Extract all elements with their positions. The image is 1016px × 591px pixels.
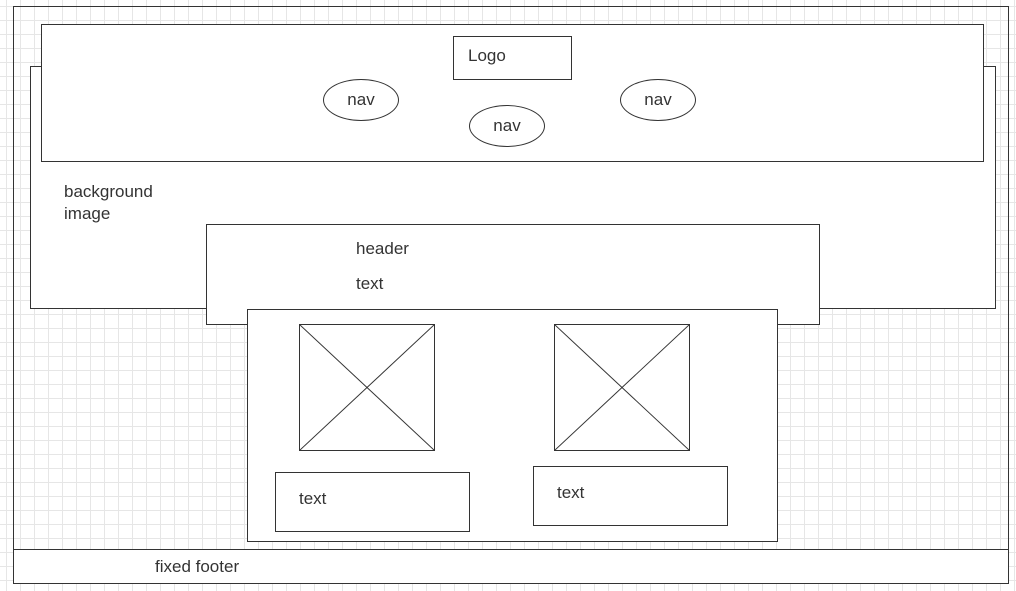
header-text: text [356, 274, 384, 293]
nav-item-label: nav [644, 90, 672, 109]
fixed-footer [13, 549, 1009, 584]
nav-item-label: nav [493, 116, 521, 135]
image-placeholder-1 [299, 324, 435, 451]
header-box [206, 224, 820, 325]
logo-label: Logo [468, 46, 506, 65]
nav-item-left[interactable]: nav [323, 79, 399, 121]
card-text-box-2 [533, 466, 728, 526]
card-text-2: text [557, 483, 585, 502]
card-text-box-1 [275, 472, 470, 532]
image-placeholder-icon [555, 325, 689, 450]
nav-item-label: nav [347, 90, 375, 109]
background-image-label: background image [64, 182, 153, 223]
header-title: header [356, 239, 409, 258]
image-placeholder-icon [300, 325, 434, 450]
image-placeholder-2 [554, 324, 690, 451]
nav-item-center[interactable]: nav [469, 105, 545, 147]
card-text-1: text [299, 489, 327, 508]
nav-item-right[interactable]: nav [620, 79, 696, 121]
footer-label: fixed footer [155, 557, 240, 576]
logo-box[interactable] [453, 36, 572, 80]
